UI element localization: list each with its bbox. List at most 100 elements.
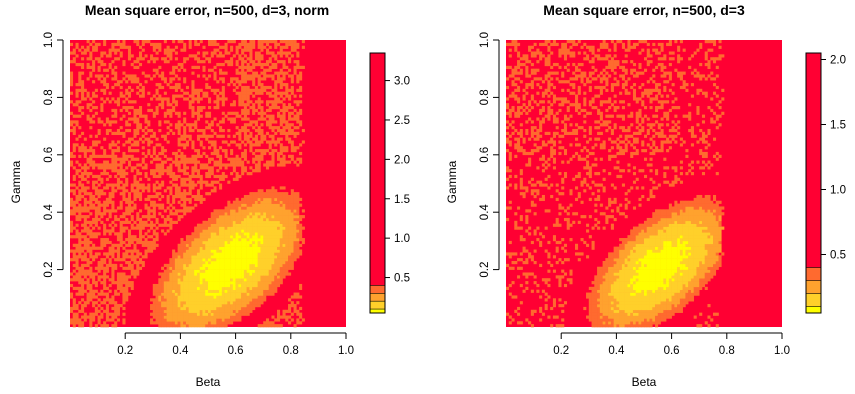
heatmap-cell — [152, 45, 156, 49]
heatmap-cell — [172, 269, 176, 273]
heatmap-cell — [301, 240, 305, 245]
heatmap-cell — [183, 272, 187, 276]
heatmap-cell — [230, 238, 234, 242]
heatmap-cell — [172, 324, 176, 328]
heatmap-cell — [188, 304, 192, 308]
heatmap-cell — [506, 263, 510, 268]
heatmap-cell — [111, 48, 115, 52]
heatmap-cell — [208, 166, 212, 170]
heatmap-cell — [158, 309, 162, 313]
heatmap-cell — [541, 278, 545, 282]
heatmap-cell — [265, 206, 270, 210]
heatmap-cell — [191, 88, 195, 92]
heatmap-cell — [130, 100, 134, 104]
heatmap-cell — [238, 295, 242, 299]
heatmap-cell — [210, 301, 214, 305]
heatmap-cell — [263, 220, 267, 224]
heatmap-cell — [263, 260, 267, 265]
heatmap-cell — [235, 255, 239, 259]
heatmap-cell — [293, 134, 297, 138]
heatmap-cell — [299, 315, 303, 319]
heatmap-cell — [227, 83, 231, 87]
heatmap-cell — [279, 151, 283, 156]
heatmap-cell — [265, 100, 270, 104]
heatmap-cell — [268, 217, 272, 222]
heatmap-cell — [221, 149, 225, 153]
heatmap-cell — [83, 189, 87, 193]
heatmap-cell — [94, 220, 98, 224]
heatmap-cell — [122, 212, 126, 216]
heatmap-cell — [152, 206, 156, 210]
heatmap-cell — [246, 94, 250, 98]
heatmap-cell — [227, 203, 231, 207]
heatmap-cell — [174, 324, 178, 328]
heatmap-cell — [119, 163, 123, 167]
heatmap-cell — [177, 318, 181, 322]
heatmap-cell — [196, 154, 201, 158]
heatmap-cell — [83, 97, 87, 101]
heatmap-cell — [224, 324, 228, 328]
heatmap-cell — [508, 48, 512, 52]
heatmap-cell — [243, 48, 247, 52]
heatmap-cell — [116, 140, 120, 144]
heatmap-cell — [268, 220, 272, 224]
heatmap-cell — [97, 232, 101, 236]
heatmap-cell — [188, 209, 192, 213]
heatmap-cell — [252, 42, 256, 47]
heatmap-cell — [70, 74, 74, 78]
heatmap-cell — [169, 318, 173, 322]
heatmap-cell — [299, 151, 303, 156]
heatmap-cell — [238, 94, 242, 98]
heatmap-cell — [114, 163, 118, 167]
colorbar-band — [370, 53, 385, 286]
heatmap-cell — [133, 220, 137, 224]
heatmap-cell — [139, 83, 143, 87]
heatmap-cell — [196, 51, 201, 55]
heatmap-cell — [105, 306, 109, 311]
heatmap-cell — [158, 174, 162, 179]
heatmap-cell — [221, 275, 225, 279]
heatmap-cell — [210, 246, 214, 250]
heatmap-cell — [86, 186, 90, 190]
heatmap-cell — [94, 186, 98, 190]
heatmap-cell — [166, 275, 170, 279]
heatmap-cell — [119, 272, 123, 276]
heatmap-cell — [81, 88, 85, 92]
heatmap-cell — [114, 48, 118, 52]
heatmap-cell — [83, 243, 87, 247]
heatmap-cell — [282, 65, 286, 69]
heatmap-cell — [89, 172, 93, 176]
heatmap-cell — [205, 275, 209, 279]
heatmap-cell — [221, 246, 225, 250]
heatmap-cell — [238, 315, 242, 319]
heatmap-cell — [199, 177, 203, 181]
heatmap-cell — [525, 258, 529, 262]
heatmap-cell — [506, 111, 510, 115]
heatmap-cell — [241, 306, 245, 311]
heatmap-cell — [144, 174, 148, 179]
heatmap-cell — [177, 312, 181, 316]
heatmap-cell — [277, 91, 281, 95]
heatmap-cell — [136, 163, 140, 167]
heatmap-cell — [172, 318, 176, 322]
heatmap-cell — [81, 321, 85, 325]
heatmap-cell — [122, 169, 126, 173]
heatmap-cell — [219, 240, 223, 245]
heatmap-cell — [100, 177, 104, 181]
heatmap-cell — [89, 192, 93, 196]
heatmap-cell — [72, 226, 76, 230]
heatmap-cell — [249, 263, 253, 268]
heatmap-cell — [161, 318, 165, 322]
heatmap-cell — [246, 278, 250, 282]
heatmap-cell — [219, 229, 223, 233]
heatmap-cell — [216, 88, 220, 92]
heatmap-cell — [271, 54, 275, 58]
heatmap-cell — [97, 200, 101, 204]
heatmap-cell — [72, 286, 76, 290]
heatmap-cell — [268, 60, 272, 64]
heatmap-cell — [172, 172, 176, 176]
heatmap-cell — [235, 48, 239, 52]
heatmap-cell — [227, 298, 231, 302]
heatmap-cell — [191, 54, 195, 58]
heatmap-cell — [103, 226, 107, 230]
